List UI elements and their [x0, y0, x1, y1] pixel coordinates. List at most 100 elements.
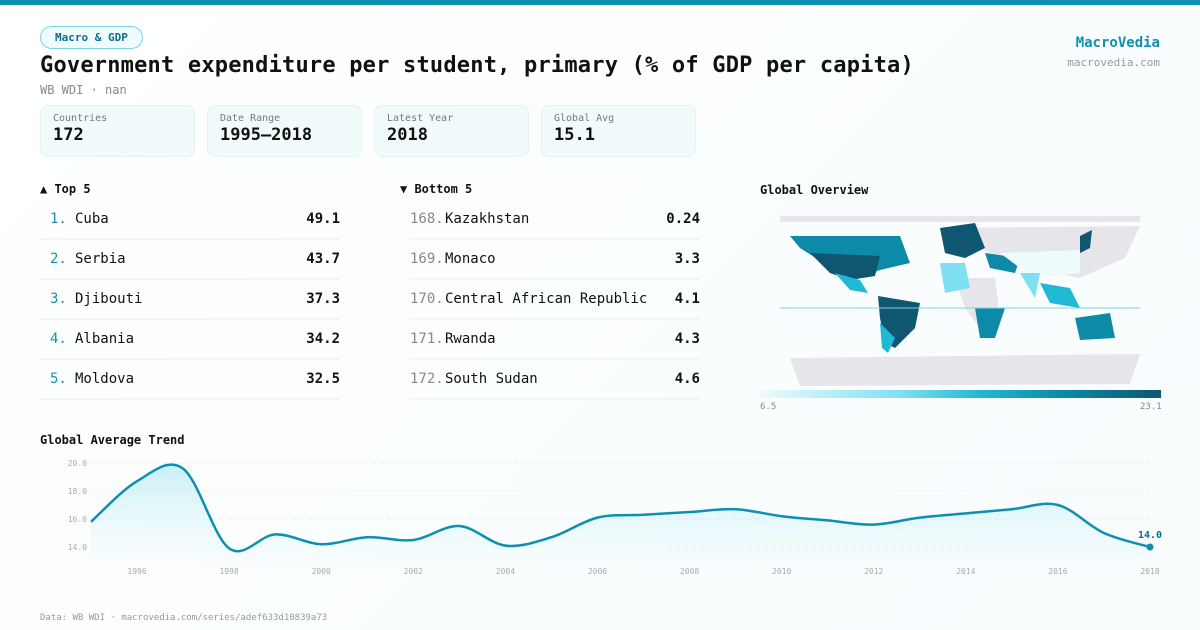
country-value: 4.6	[674, 371, 700, 387]
map-color-scale	[760, 390, 1161, 398]
country-name: Cuba	[75, 211, 109, 227]
country-name: Monaco	[445, 251, 496, 267]
stat-card-countries: Countries 172	[40, 105, 195, 157]
rank: 3.	[50, 291, 67, 307]
bottom5-list: 168. Kazakhstan 0.24 169. Monaco 3.3 170. Centr…	[410, 200, 700, 400]
bottom5-heading: ▼ Bottom 5	[400, 182, 473, 196]
x-tick-label: 2012	[864, 567, 883, 576]
rank: 2.	[50, 251, 67, 267]
rank: 5.	[50, 371, 67, 387]
y-tick-label: 14.0	[68, 543, 87, 552]
stat-label: Date Range	[220, 113, 281, 124]
stat-cards: Countries 172 Date Range 1995–2018 Latest …	[40, 105, 696, 157]
country-value: 49.1	[306, 211, 340, 227]
region-southern-africa	[975, 308, 1005, 338]
x-tick-label: 2000	[312, 567, 331, 576]
country-value: 37.3	[306, 291, 340, 307]
trend-chart: 14.0 16.0 18.0 20.0 1996 1998 2000 2002 2004 2006…	[68, 459, 1162, 576]
last-value-label: 14.0	[1138, 530, 1162, 541]
region-asia-central	[1000, 250, 1080, 278]
region-argentina	[880, 323, 895, 353]
country-value: 0.24	[666, 211, 700, 227]
country-name: Kazakhstan	[445, 211, 530, 227]
category-badge[interactable]: Macro & GDP	[40, 26, 143, 49]
rank: 168.	[410, 211, 444, 227]
x-tick-label: 2010	[772, 567, 791, 576]
arctic-band	[780, 216, 1140, 222]
top5-heading: ▲ Top 5	[40, 182, 91, 196]
rank: 170.	[410, 291, 444, 307]
country-name: Djibouti	[75, 291, 143, 307]
region-europe	[940, 223, 985, 258]
x-tick-label: 2002	[404, 567, 423, 576]
list-item[interactable]: 172. South Sudan 4.6	[410, 360, 700, 400]
country-value: 3.3	[674, 251, 700, 267]
country-name: South Sudan	[445, 371, 538, 387]
country-name: Serbia	[75, 251, 126, 267]
stat-value: 1995–2018	[220, 125, 313, 145]
stat-label: Global Avg	[554, 113, 615, 124]
stat-value: 15.1	[554, 125, 595, 145]
list-item[interactable]: 170. Central African Republic 4.1	[410, 280, 700, 320]
brand-logo[interactable]: MacroVedia	[1075, 35, 1160, 51]
region-central-america	[835, 273, 868, 293]
stat-card-global-avg: Global Avg 15.1	[541, 105, 696, 157]
country-value: 4.1	[674, 291, 700, 307]
country-name: Albania	[75, 331, 135, 347]
legend-min: 6.5	[760, 402, 777, 412]
country-name: Moldova	[75, 371, 135, 387]
rank: 171.	[410, 331, 444, 347]
region-antarctica	[790, 354, 1140, 386]
country-name: Rwanda	[445, 331, 496, 347]
list-item[interactable]: 2. Serbia 43.7	[40, 240, 340, 280]
stat-value: 2018	[387, 125, 428, 145]
x-tick-label: 2018	[1140, 567, 1159, 576]
page-subtitle: WB WDI · nan	[40, 83, 127, 97]
country-value: 32.5	[306, 371, 340, 387]
trend-line	[90, 463, 1151, 553]
data-point	[1146, 543, 1154, 551]
list-item[interactable]: 171. Rwanda 4.3	[410, 320, 700, 360]
legend-max: 23.1	[1140, 402, 1162, 412]
top5-list: 1. Cuba 49.1 2. Serbia 43.7 3. Djibouti 37.3 4. Al…	[40, 200, 340, 400]
x-tick-label: 1996	[127, 567, 146, 576]
y-tick-label: 16.0	[68, 515, 87, 524]
x-tick-label: 2008	[680, 567, 699, 576]
stat-card-date-range: Date Range 1995–2018	[207, 105, 362, 157]
page-title: Government expenditure per student, prim…	[40, 53, 914, 78]
list-item[interactable]: 5. Moldova 32.5	[40, 360, 340, 400]
list-item[interactable]: 1. Cuba 49.1	[40, 200, 340, 240]
x-tick-label: 2014	[956, 567, 975, 576]
x-tick-label: 1998	[219, 567, 238, 576]
region-usa	[810, 253, 880, 280]
top-accent-bar	[0, 0, 1200, 5]
stat-label: Countries	[53, 113, 108, 124]
rank: 4.	[50, 331, 67, 347]
rank: 1.	[50, 211, 67, 227]
list-item[interactable]: 168. Kazakhstan 0.24	[410, 200, 700, 240]
region-japan	[1080, 230, 1092, 253]
list-item[interactable]: 4. Albania 34.2	[40, 320, 340, 360]
country-name: Central African Republic	[445, 291, 648, 307]
trend-area	[91, 464, 1150, 562]
stat-card-latest-year: Latest Year 2018	[374, 105, 529, 157]
y-tick-label: 20.0	[68, 459, 87, 468]
stat-value: 172	[53, 125, 84, 145]
list-item[interactable]: 3. Djibouti 37.3	[40, 280, 340, 320]
map-title: Global Overview	[760, 183, 869, 197]
rank: 172.	[410, 371, 444, 387]
trend-title: Global Average Trend	[40, 433, 185, 447]
footer-source: Data: WB WDI · macrovedia.com/series/ade…	[40, 613, 328, 623]
stat-label: Latest Year	[387, 113, 454, 124]
region-australia	[1075, 313, 1115, 340]
x-tick-label: 2016	[1048, 567, 1067, 576]
rank: 169.	[410, 251, 444, 267]
x-tick-label: 2006	[588, 567, 607, 576]
region-india	[1020, 273, 1040, 298]
brand-url[interactable]: macrovedia.com	[1067, 56, 1160, 69]
y-tick-label: 18.0	[68, 487, 87, 496]
world-map[interactable]	[780, 208, 1140, 388]
list-item[interactable]: 169. Monaco 3.3	[410, 240, 700, 280]
country-value: 43.7	[306, 251, 340, 267]
x-tick-label: 2004	[496, 567, 515, 576]
